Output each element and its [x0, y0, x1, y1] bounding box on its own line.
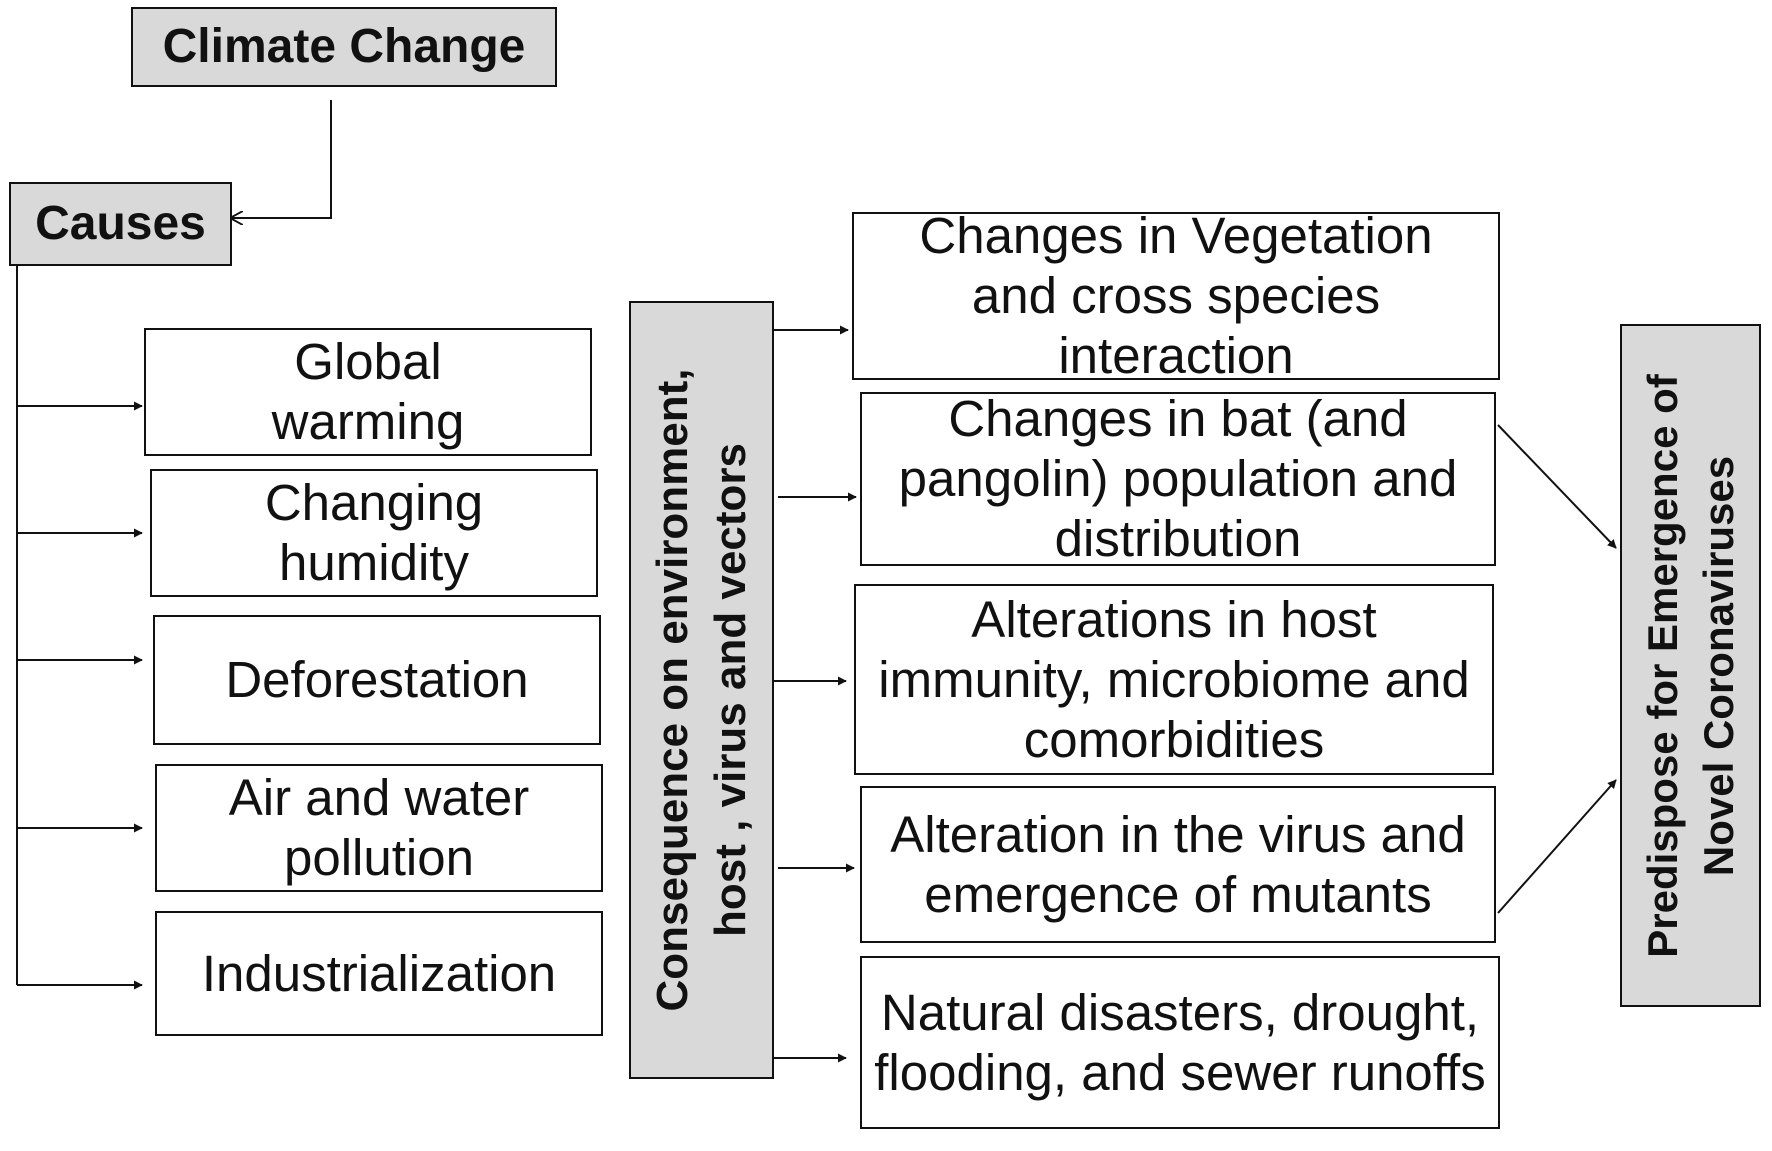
- cause-label: Global warming: [271, 333, 465, 450]
- causes-label: Causes: [35, 197, 206, 250]
- effect-label: Alteration in the virus and emergence of…: [890, 805, 1466, 923]
- cause-label: Changing humidity: [264, 474, 484, 591]
- consequence-box: Consequence on environment, host , virus…: [629, 301, 774, 1079]
- cause-box-changing-humidity: Changing humidity: [150, 469, 598, 597]
- effect-label: Natural disasters, drought, flooding, an…: [874, 983, 1486, 1101]
- outcome-label: Predispose for Emergence of Novel Corona…: [1638, 373, 1742, 958]
- effect-box-vegetation: Changes in Vegetation and cross species …: [852, 207, 1500, 384]
- effect-box-host-immunity: Alterations in host immunity, microbiome…: [854, 584, 1494, 775]
- cause-label: Industrialization: [201, 944, 557, 1002]
- cause-label: Air and water pollution: [228, 769, 530, 886]
- effect-box-bat-population: Changes in bat (and pangolin) population…: [860, 390, 1496, 567]
- climate-change-label: Climate Change: [162, 20, 526, 73]
- effect-box-virus-mutants: Alteration in the virus and emergence of…: [860, 786, 1496, 943]
- cause-box-industrialization: Industrialization: [155, 911, 603, 1036]
- cause-box-deforestation: Deforestation: [153, 615, 601, 745]
- cause-box-global-warming: Global warming: [144, 328, 592, 456]
- consequence-label: Consequence on environment, host , virus…: [647, 368, 755, 1012]
- effect-label: Changes in Vegetation and cross species …: [919, 207, 1433, 384]
- climate-change-box: Climate Change: [131, 7, 557, 87]
- cause-label: Deforestation: [225, 651, 529, 708]
- effect-box-natural-disasters: Natural disasters, drought, flooding, an…: [860, 956, 1500, 1129]
- effect-label: Changes in bat (and pangolin) population…: [898, 390, 1458, 567]
- causes-box: Causes: [9, 182, 232, 266]
- cause-box-air-water-pollution: Air and water pollution: [155, 764, 603, 892]
- arrow-effect2-to-outcome: [1497, 424, 1617, 549]
- climate-to-causes-arrow: [230, 100, 332, 218]
- arrow-effect4-to-outcome: [1497, 779, 1617, 914]
- outcome-box: Predispose for Emergence of Novel Corona…: [1620, 324, 1761, 1007]
- effect-label: Alterations in host immunity, microbiome…: [878, 590, 1470, 768]
